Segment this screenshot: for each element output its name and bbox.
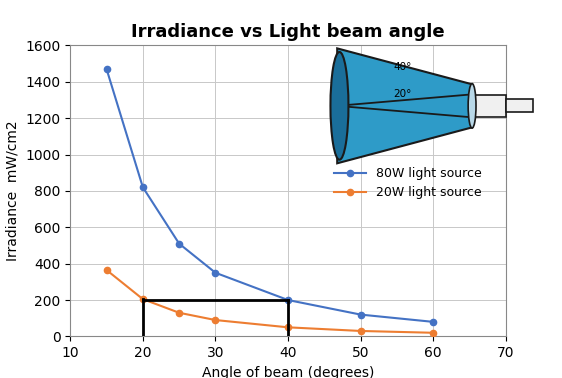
- Polygon shape: [337, 48, 472, 163]
- 80W light source: [430, 320, 437, 324]
- Line: 80W light source: 80W light source: [103, 66, 436, 325]
- Text: 20°: 20°: [393, 89, 412, 99]
- 20W light source: [357, 329, 364, 333]
- Bar: [472, 95, 506, 116]
- Title: Irradiance vs Light beam angle: Irradiance vs Light beam angle: [131, 23, 445, 41]
- Legend: 80W light source, 20W light source: 80W light source, 20W light source: [329, 162, 487, 204]
- Text: 40°: 40°: [393, 62, 412, 72]
- 20W light source: [176, 310, 183, 315]
- Y-axis label: Irradiance  mW/cm2: Irradiance mW/cm2: [6, 121, 20, 261]
- 20W light source: [284, 325, 291, 330]
- 80W light source: [103, 67, 110, 71]
- 20W light source: [212, 318, 219, 322]
- Line: 20W light source: 20W light source: [103, 267, 436, 336]
- 20W light source: [103, 268, 110, 272]
- Ellipse shape: [468, 84, 476, 128]
- Ellipse shape: [330, 52, 348, 160]
- 80W light source: [284, 298, 291, 302]
- 20W light source: [430, 330, 437, 335]
- X-axis label: Angle of beam (degrees): Angle of beam (degrees): [202, 366, 374, 378]
- 80W light source: [212, 271, 219, 275]
- 80W light source: [176, 242, 183, 246]
- 80W light source: [139, 185, 146, 189]
- 20W light source: [139, 297, 146, 301]
- 80W light source: [357, 312, 364, 317]
- Bar: [506, 99, 533, 112]
